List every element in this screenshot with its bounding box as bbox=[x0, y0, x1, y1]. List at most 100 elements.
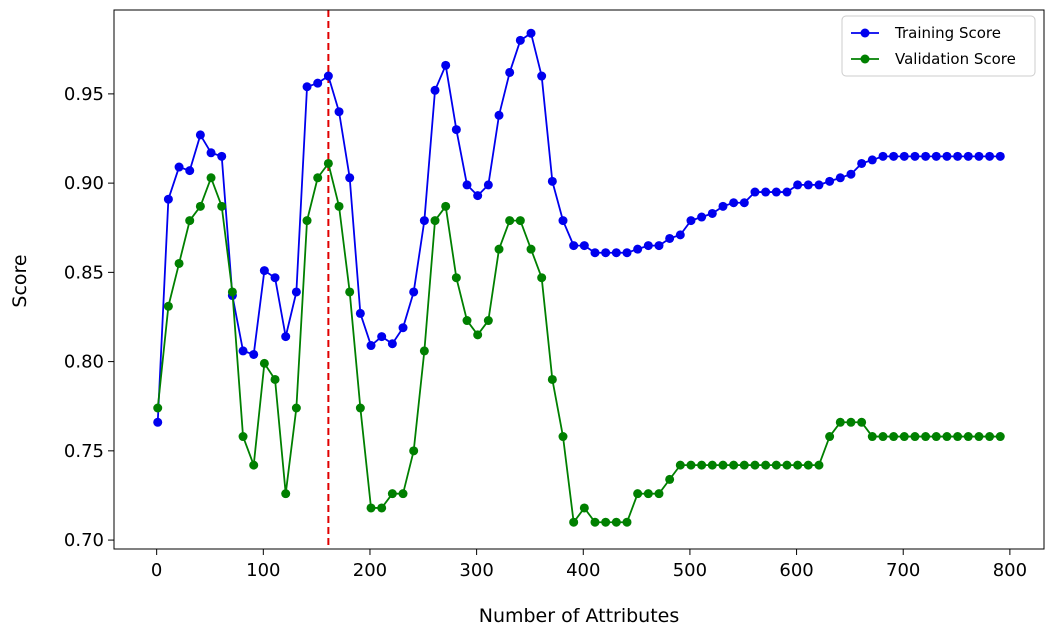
data-point-training bbox=[803, 180, 813, 190]
data-point-validation bbox=[803, 460, 813, 470]
data-point-validation bbox=[814, 460, 824, 470]
data-point-training bbox=[281, 332, 291, 342]
data-point-training bbox=[419, 216, 429, 226]
series-layer bbox=[153, 28, 1005, 527]
data-point-validation bbox=[323, 158, 333, 168]
data-point-training bbox=[526, 28, 536, 38]
data-point-training bbox=[409, 287, 419, 297]
data-point-training bbox=[718, 201, 728, 211]
y-tick-label: 0.75 bbox=[64, 441, 104, 462]
data-point-validation bbox=[675, 460, 685, 470]
data-point-training bbox=[195, 130, 205, 140]
data-point-validation bbox=[419, 346, 429, 356]
data-point-training bbox=[291, 287, 301, 297]
data-point-validation bbox=[899, 432, 909, 442]
data-point-validation bbox=[398, 489, 408, 499]
data-point-validation bbox=[654, 489, 664, 499]
data-point-validation bbox=[366, 503, 376, 513]
data-point-validation bbox=[227, 287, 237, 297]
data-point-validation bbox=[931, 432, 941, 442]
data-point-training bbox=[569, 241, 579, 251]
data-point-validation bbox=[718, 460, 728, 470]
data-point-training bbox=[835, 173, 845, 183]
data-point-validation bbox=[281, 489, 291, 499]
data-point-training bbox=[249, 349, 259, 359]
data-point-training bbox=[857, 158, 867, 168]
data-point-training bbox=[451, 125, 461, 135]
data-point-validation bbox=[974, 432, 984, 442]
data-point-validation bbox=[473, 330, 483, 340]
data-point-training bbox=[995, 151, 1005, 161]
x-tick-label: 600 bbox=[779, 560, 813, 581]
y-tick-label: 0.80 bbox=[64, 352, 104, 373]
data-point-validation bbox=[857, 417, 867, 427]
data-point-training bbox=[633, 244, 643, 254]
data-point-validation bbox=[547, 374, 557, 384]
data-point-training bbox=[889, 151, 899, 161]
data-point-training bbox=[814, 180, 824, 190]
data-point-training bbox=[206, 148, 216, 158]
data-point-training bbox=[953, 151, 963, 161]
data-point-training bbox=[825, 176, 835, 186]
y-tick-label: 0.90 bbox=[64, 173, 104, 194]
x-tick-label: 400 bbox=[566, 560, 600, 581]
x-tick-label: 800 bbox=[993, 560, 1027, 581]
data-point-training bbox=[377, 332, 387, 342]
data-point-validation bbox=[153, 403, 163, 413]
data-point-validation bbox=[259, 358, 269, 368]
x-tick-label: 300 bbox=[459, 560, 493, 581]
data-point-training bbox=[387, 339, 397, 349]
legend-validation-marker bbox=[860, 54, 870, 64]
y-tick-label: 0.70 bbox=[64, 530, 104, 551]
data-point-training bbox=[462, 180, 472, 190]
x-tick-label: 200 bbox=[353, 560, 387, 581]
data-point-training bbox=[622, 248, 632, 258]
data-point-training bbox=[643, 241, 653, 251]
data-point-training bbox=[963, 151, 973, 161]
series-validation bbox=[153, 158, 1005, 527]
data-point-validation bbox=[611, 517, 621, 527]
data-point-training bbox=[313, 78, 323, 88]
data-point-training bbox=[366, 341, 376, 351]
x-tick-label: 0 bbox=[151, 560, 162, 581]
data-point-validation bbox=[462, 316, 472, 326]
x-axis-label: Number of Attributes bbox=[479, 605, 680, 627]
data-point-validation bbox=[505, 216, 515, 226]
data-point-training bbox=[345, 173, 355, 183]
data-point-validation bbox=[313, 173, 323, 183]
legend-training-label: Training Score bbox=[894, 24, 1001, 42]
data-point-validation bbox=[665, 474, 675, 484]
data-point-training bbox=[515, 35, 525, 45]
data-point-validation bbox=[195, 201, 205, 211]
data-point-validation bbox=[238, 432, 248, 442]
data-point-training bbox=[686, 216, 696, 226]
data-point-validation bbox=[526, 244, 536, 254]
data-point-training bbox=[579, 241, 589, 251]
data-point-training bbox=[739, 198, 749, 208]
data-point-training bbox=[302, 82, 312, 92]
data-point-validation bbox=[889, 432, 899, 442]
data-point-training bbox=[259, 266, 269, 276]
data-point-training bbox=[611, 248, 621, 258]
data-point-validation bbox=[633, 489, 643, 499]
data-point-training bbox=[558, 216, 568, 226]
y-axis-label: Score bbox=[9, 254, 31, 307]
data-point-validation bbox=[249, 460, 259, 470]
data-point-training bbox=[430, 85, 440, 95]
data-point-validation bbox=[963, 432, 973, 442]
data-point-training bbox=[974, 151, 984, 161]
data-point-training bbox=[771, 187, 781, 197]
data-point-validation bbox=[217, 201, 227, 211]
data-point-validation bbox=[494, 244, 504, 254]
data-point-validation bbox=[910, 432, 920, 442]
data-point-training bbox=[846, 169, 856, 179]
data-point-validation bbox=[867, 432, 877, 442]
data-point-validation bbox=[643, 489, 653, 499]
data-point-training bbox=[398, 323, 408, 333]
data-point-validation bbox=[569, 517, 579, 527]
data-point-training bbox=[163, 194, 173, 204]
x-tick-label: 500 bbox=[673, 560, 707, 581]
data-point-training bbox=[921, 151, 931, 161]
data-point-training bbox=[473, 191, 483, 201]
data-point-training bbox=[899, 151, 909, 161]
